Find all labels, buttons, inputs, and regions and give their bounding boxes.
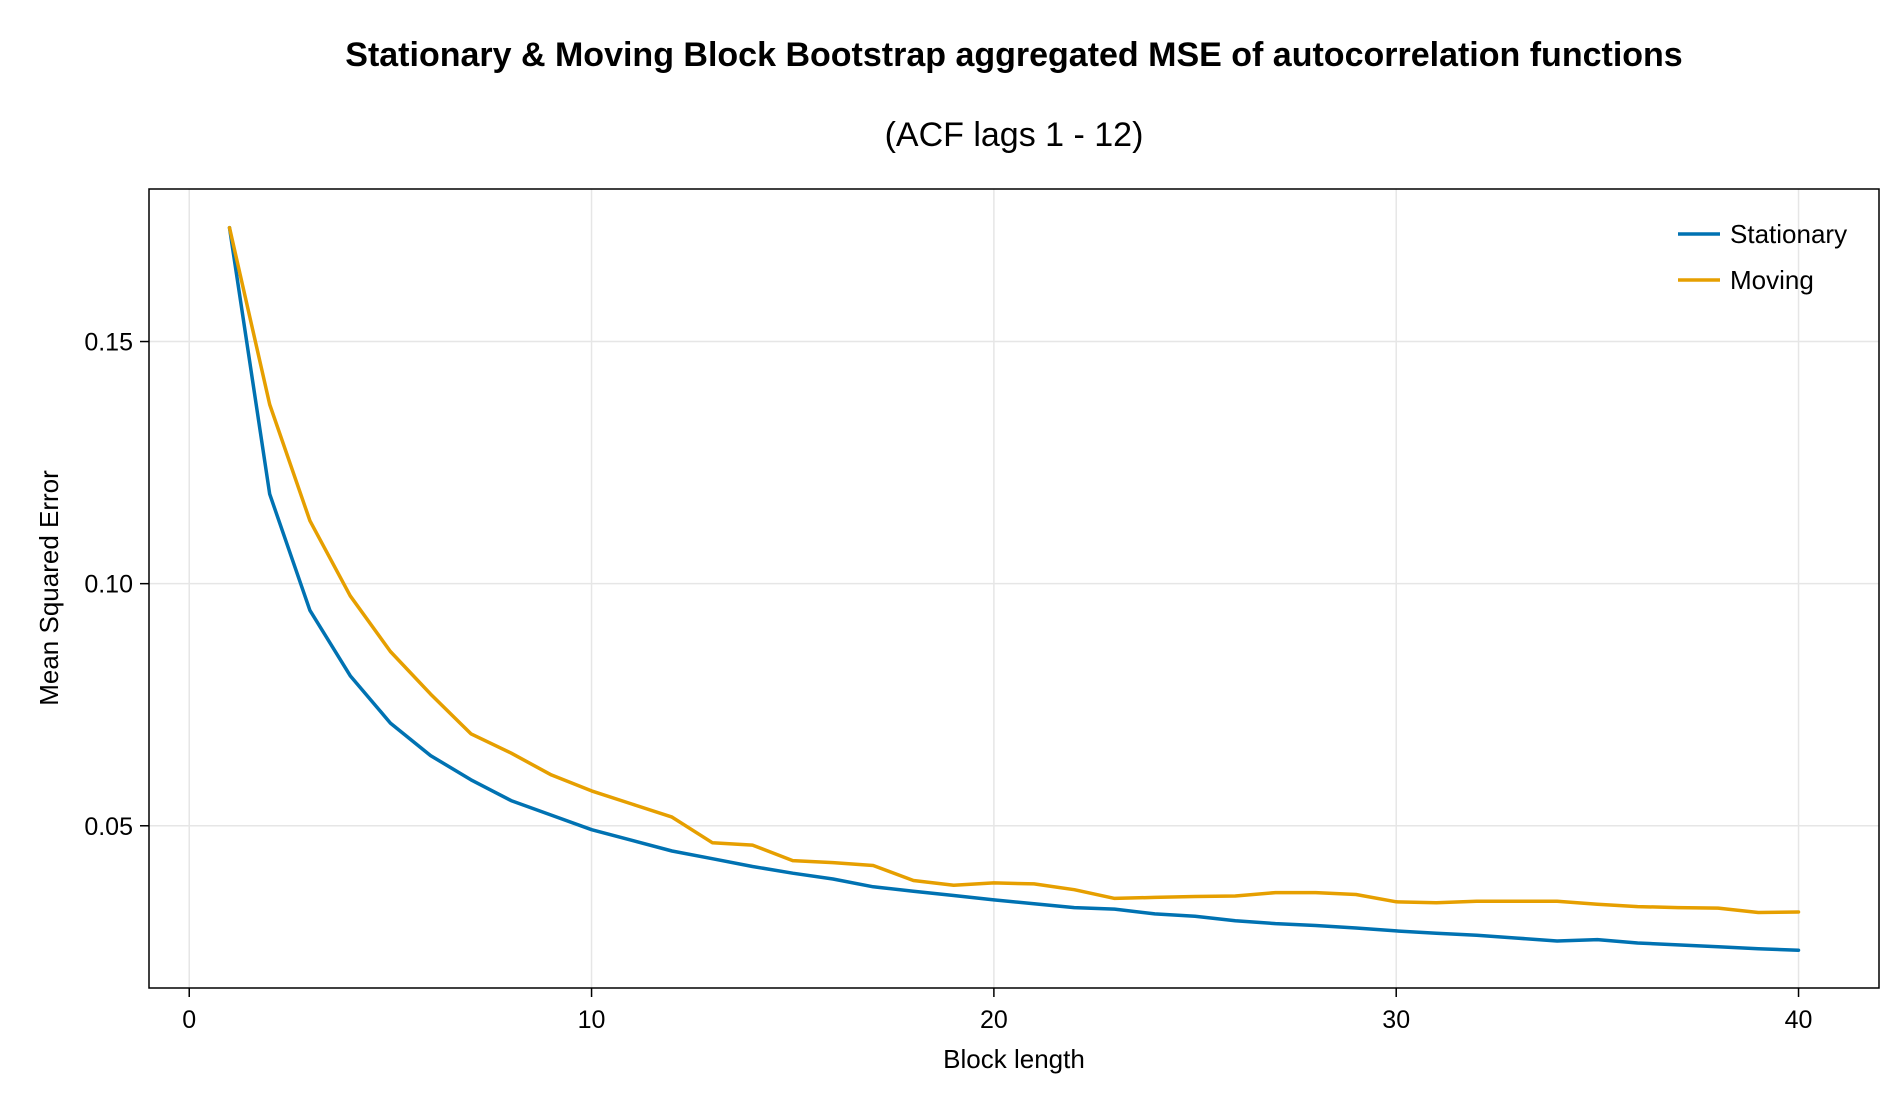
- y-tick-label: 0.10: [84, 571, 133, 599]
- x-tick-label: 10: [578, 1006, 606, 1034]
- gridlines: [149, 189, 1879, 988]
- y-axis-label: Mean Squared Error: [34, 470, 64, 706]
- series-line-stationary: [227, 225, 1801, 952]
- legend: Stationary Moving: [1678, 219, 1847, 295]
- series-line-moving: [227, 225, 1801, 915]
- plot-frame: [148, 188, 1880, 989]
- series-layer: [227, 225, 1801, 952]
- x-tick-label: 30: [1382, 1006, 1410, 1034]
- x-tick-label: 20: [980, 1006, 1008, 1034]
- y-axis-ticks: 0.05 0.10 0.15: [84, 329, 149, 841]
- legend-label-stationary: Stationary: [1730, 219, 1847, 249]
- x-axis-label: Block length: [943, 1044, 1085, 1074]
- y-tick-label: 0.15: [84, 329, 133, 357]
- y-tick-label: 0.05: [84, 813, 133, 841]
- legend-label-moving: Moving: [1730, 265, 1814, 295]
- chart-title: Stationary & Moving Block Bootstrap aggr…: [345, 36, 1682, 74]
- chart-subtitle: (ACF lags 1 - 12): [885, 116, 1144, 154]
- x-tick-label: 0: [182, 1006, 196, 1034]
- x-axis-ticks: 0 10 20 30 40: [182, 988, 1812, 1034]
- x-tick-label: 40: [1785, 1006, 1813, 1034]
